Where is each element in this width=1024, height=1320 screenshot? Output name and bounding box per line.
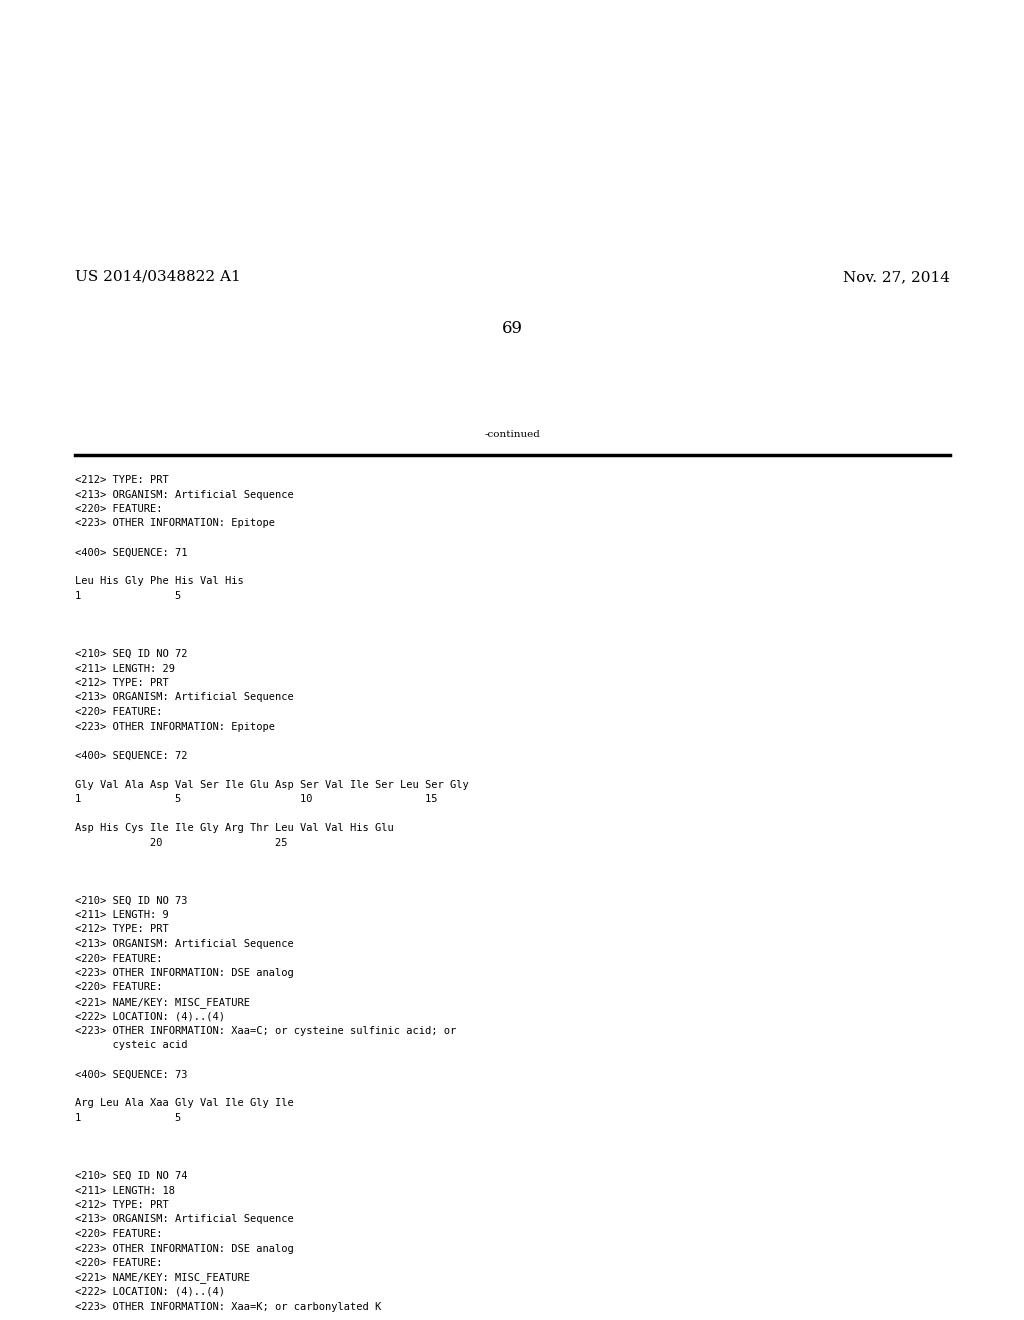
Text: <223> OTHER INFORMATION: Xaa=C; or cysteine sulfinic acid; or: <223> OTHER INFORMATION: Xaa=C; or cyste…	[75, 1026, 457, 1036]
Text: <212> TYPE: PRT: <212> TYPE: PRT	[75, 678, 169, 688]
Text: <223> OTHER INFORMATION: Epitope: <223> OTHER INFORMATION: Epitope	[75, 519, 275, 528]
Text: 20                  25: 20 25	[75, 837, 288, 847]
Text: <223> OTHER INFORMATION: Epitope: <223> OTHER INFORMATION: Epitope	[75, 722, 275, 731]
Text: Arg Leu Ala Xaa Gly Val Ile Gly Ile: Arg Leu Ala Xaa Gly Val Ile Gly Ile	[75, 1098, 294, 1109]
Text: -continued: -continued	[484, 430, 540, 440]
Text: 1               5: 1 5	[75, 1113, 181, 1123]
Text: <213> ORGANISM: Artificial Sequence: <213> ORGANISM: Artificial Sequence	[75, 693, 294, 702]
Text: <210> SEQ ID NO 72: <210> SEQ ID NO 72	[75, 649, 187, 659]
Text: <210> SEQ ID NO 74: <210> SEQ ID NO 74	[75, 1171, 187, 1181]
Text: <222> LOCATION: (4)..(4): <222> LOCATION: (4)..(4)	[75, 1011, 225, 1022]
Text: 1               5                   10                  15: 1 5 10 15	[75, 795, 437, 804]
Text: <211> LENGTH: 18: <211> LENGTH: 18	[75, 1185, 175, 1196]
Text: <220> FEATURE:: <220> FEATURE:	[75, 982, 163, 993]
Text: <212> TYPE: PRT: <212> TYPE: PRT	[75, 1200, 169, 1210]
Text: <220> FEATURE:: <220> FEATURE:	[75, 504, 163, 513]
Text: <400> SEQUENCE: 73: <400> SEQUENCE: 73	[75, 1069, 187, 1080]
Text: <220> FEATURE:: <220> FEATURE:	[75, 1258, 163, 1269]
Text: <211> LENGTH: 29: <211> LENGTH: 29	[75, 664, 175, 673]
Text: Asp His Cys Ile Ile Gly Arg Thr Leu Val Val His Glu: Asp His Cys Ile Ile Gly Arg Thr Leu Val …	[75, 822, 394, 833]
Text: 69: 69	[502, 319, 522, 337]
Text: cysteic acid: cysteic acid	[75, 1040, 187, 1051]
Text: Nov. 27, 2014: Nov. 27, 2014	[843, 271, 950, 284]
Text: <211> LENGTH: 9: <211> LENGTH: 9	[75, 909, 169, 920]
Text: <212> TYPE: PRT: <212> TYPE: PRT	[75, 924, 169, 935]
Text: <212> TYPE: PRT: <212> TYPE: PRT	[75, 475, 169, 484]
Text: <223> OTHER INFORMATION: DSE analog: <223> OTHER INFORMATION: DSE analog	[75, 1243, 294, 1254]
Text: <220> FEATURE:: <220> FEATURE:	[75, 953, 163, 964]
Text: <222> LOCATION: (4)..(4): <222> LOCATION: (4)..(4)	[75, 1287, 225, 1298]
Text: <220> FEATURE:: <220> FEATURE:	[75, 708, 163, 717]
Text: US 2014/0348822 A1: US 2014/0348822 A1	[75, 271, 241, 284]
Text: <220> FEATURE:: <220> FEATURE:	[75, 1229, 163, 1239]
Text: <223> OTHER INFORMATION: DSE analog: <223> OTHER INFORMATION: DSE analog	[75, 968, 294, 978]
Text: 1               5: 1 5	[75, 591, 181, 601]
Text: <213> ORGANISM: Artificial Sequence: <213> ORGANISM: Artificial Sequence	[75, 939, 294, 949]
Text: <210> SEQ ID NO 73: <210> SEQ ID NO 73	[75, 895, 187, 906]
Text: <213> ORGANISM: Artificial Sequence: <213> ORGANISM: Artificial Sequence	[75, 490, 294, 499]
Text: <213> ORGANISM: Artificial Sequence: <213> ORGANISM: Artificial Sequence	[75, 1214, 294, 1225]
Text: <221> NAME/KEY: MISC_FEATURE: <221> NAME/KEY: MISC_FEATURE	[75, 1272, 250, 1283]
Text: <223> OTHER INFORMATION: Xaa=K; or carbonylated K: <223> OTHER INFORMATION: Xaa=K; or carbo…	[75, 1302, 381, 1312]
Text: Gly Val Ala Asp Val Ser Ile Glu Asp Ser Val Ile Ser Leu Ser Gly: Gly Val Ala Asp Val Ser Ile Glu Asp Ser …	[75, 780, 469, 789]
Text: <221> NAME/KEY: MISC_FEATURE: <221> NAME/KEY: MISC_FEATURE	[75, 997, 250, 1008]
Text: <400> SEQUENCE: 71: <400> SEQUENCE: 71	[75, 548, 187, 557]
Text: <400> SEQUENCE: 72: <400> SEQUENCE: 72	[75, 751, 187, 760]
Text: Leu His Gly Phe His Val His: Leu His Gly Phe His Val His	[75, 577, 244, 586]
